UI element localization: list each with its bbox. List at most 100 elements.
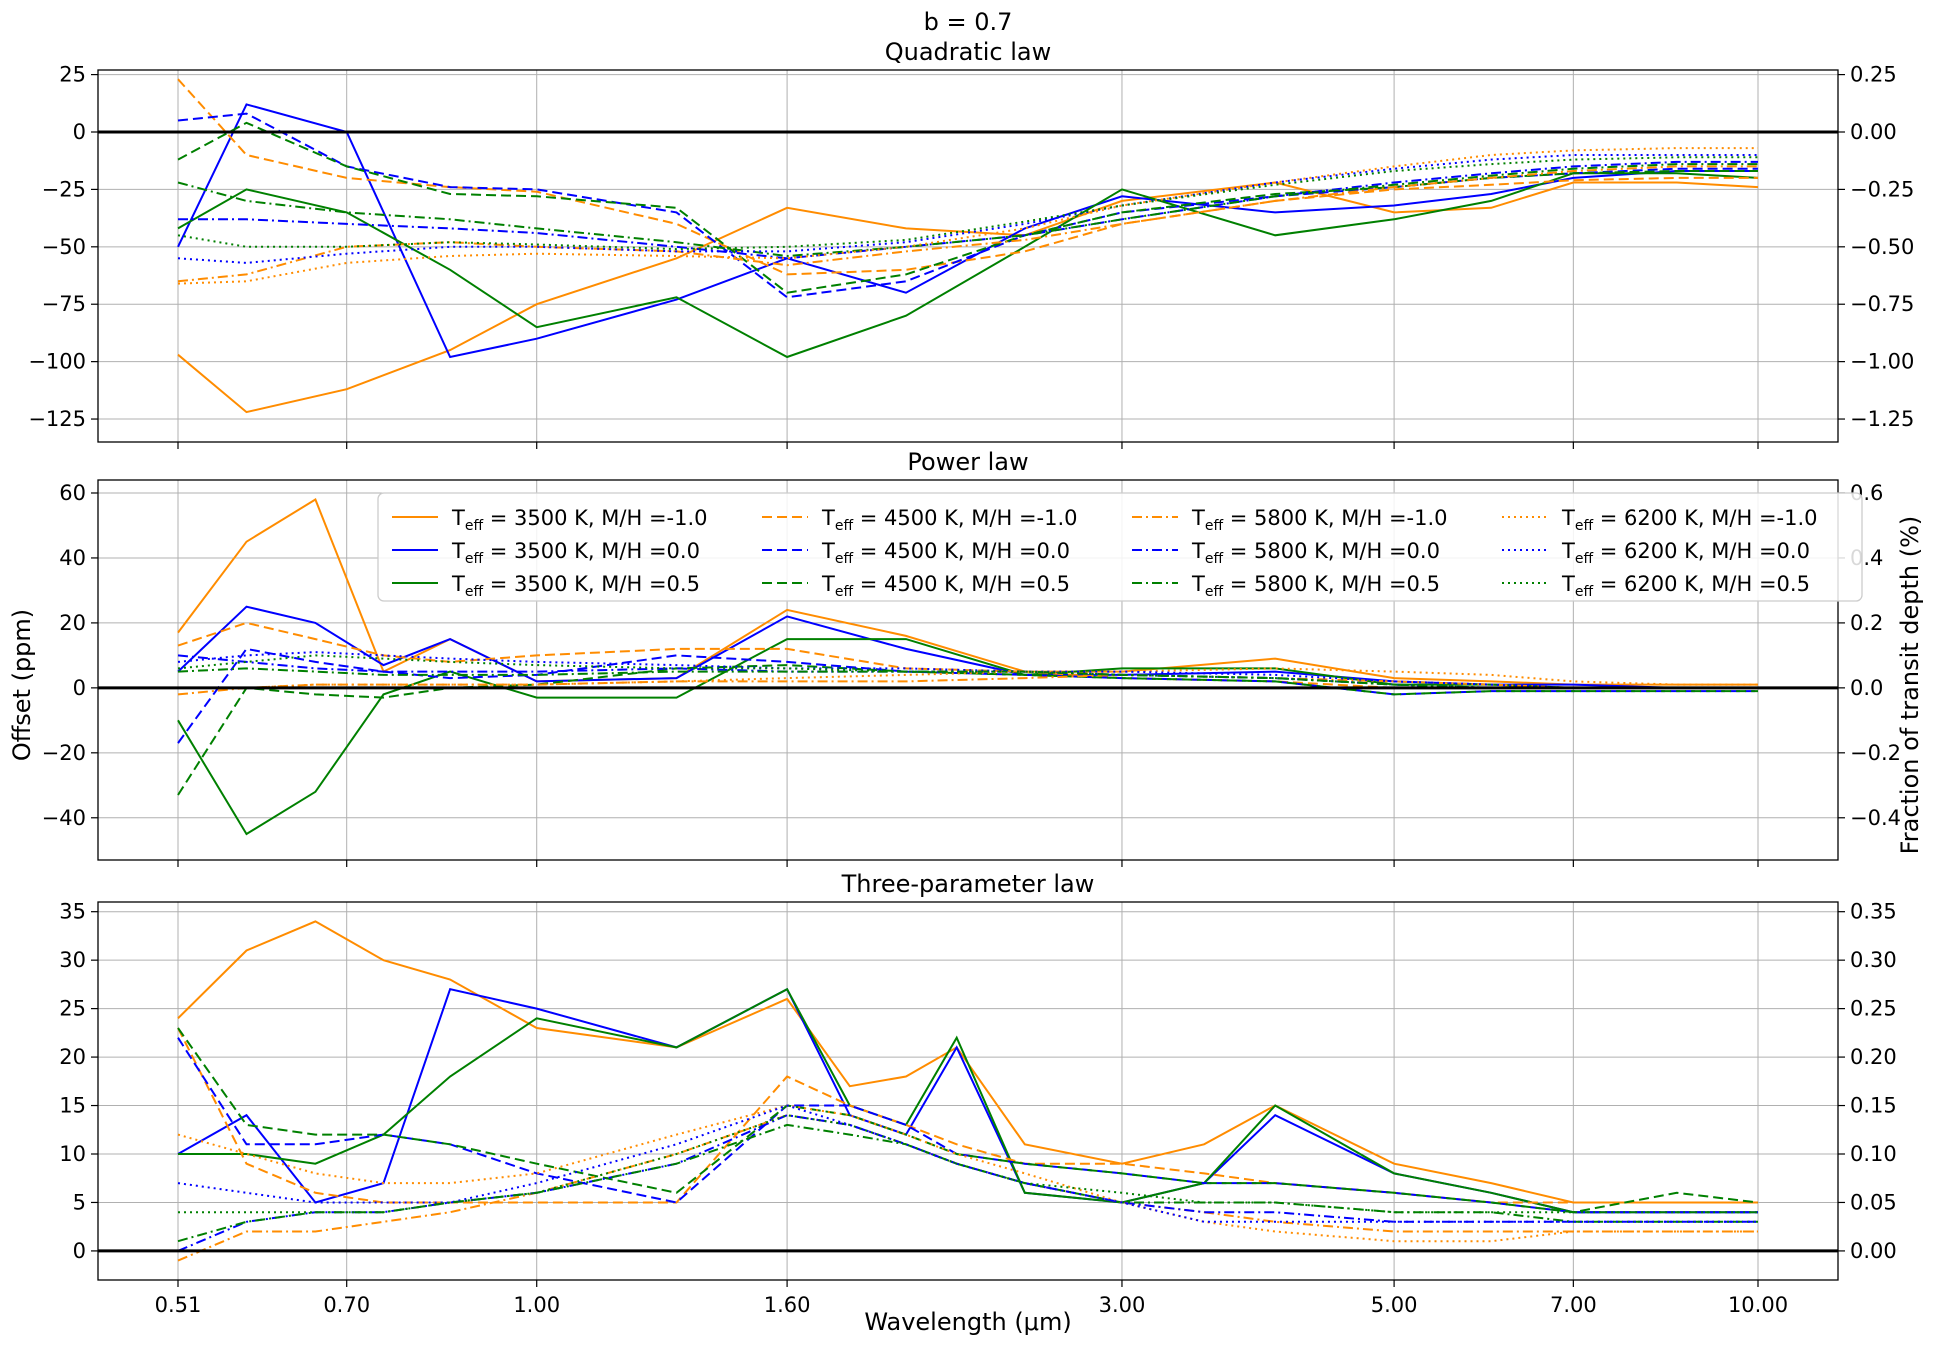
panel-3: Three-parameter law 0.51 0.70 1.00 1.60 3.00 5… — [59, 870, 1897, 1317]
y-tick-label: 40 — [59, 546, 86, 570]
series-line-4500-0.5 — [177, 1027, 1759, 1214]
panel-title: Three-parameter law — [841, 870, 1095, 898]
x-tick-label: 7.00 — [1550, 1293, 1597, 1317]
x-tick-label: 1.60 — [764, 1293, 811, 1317]
series-line-5800-0.0 — [177, 1114, 1758, 1252]
y-tick-label-right: 0.35 — [1850, 900, 1897, 924]
y-tick-label-right: −0.50 — [1850, 235, 1914, 259]
x-tick-label: 3.00 — [1099, 1293, 1146, 1317]
y-tick-label-right: −0.75 — [1850, 292, 1914, 316]
series-line-5800-0.5 — [177, 163, 1758, 258]
series-line-6200--1.0 — [177, 1104, 1758, 1243]
y-tick-label: 25 — [59, 997, 86, 1021]
y-tick-label-right: 0.20 — [1850, 1045, 1897, 1069]
legend-label: Teff = 4500 K, M/H =-1.0 — [821, 506, 1078, 534]
series-line-3500--1.0 — [177, 181, 1759, 414]
y-tick-label-right: −0.4 — [1850, 806, 1901, 830]
legend-label: Teff = 3500 K, M/H =-1.0 — [451, 506, 708, 534]
legend-label: Teff = 4500 K, M/H =0.5 — [821, 572, 1070, 600]
legend-label: Teff = 4500 K, M/H =0.0 — [821, 539, 1070, 567]
panel-1: Quadratic law 25 0.25 0 0.00 −25 −0.25 −50 −0.50… — [28, 38, 1914, 449]
series-line-3500-0.5 — [178, 987, 1758, 1214]
legend-frame — [377, 492, 1863, 602]
y-tick-label: 0 — [73, 1239, 86, 1263]
y-tick-label: −25 — [42, 177, 86, 201]
series-line-5800--1.0 — [177, 1114, 1758, 1262]
y-tick-label: 60 — [59, 481, 86, 505]
y-tick-label: 25 — [59, 63, 86, 87]
y-tick-label: 15 — [59, 1094, 86, 1118]
series-line-5800-0.0 — [178, 160, 1758, 260]
y-tick-label: −40 — [42, 806, 86, 830]
series-line-5800--1.0 — [177, 165, 1758, 283]
x-tick-label: 10.00 — [1728, 1293, 1788, 1317]
y-tick-label: −75 — [42, 292, 86, 316]
y-tick-label-right: 0.15 — [1850, 1094, 1897, 1118]
y-tick-label: 35 — [59, 900, 86, 924]
x-axis-label: Wavelength (μm) — [864, 1308, 1071, 1336]
y-tick-label-right: 0.05 — [1850, 1190, 1897, 1214]
y-tick-label: 0 — [73, 120, 86, 144]
axes-frame — [97, 479, 1839, 861]
series-line-4500--1.0 — [177, 78, 1758, 276]
y-tick-label: 5 — [73, 1190, 86, 1214]
series-line-3500--1.0 — [177, 498, 1758, 686]
axes-frame — [97, 69, 1839, 443]
legend-label: Teff = 3500 K, M/H =0.0 — [451, 539, 700, 567]
y-tick-label-right: −0.2 — [1850, 741, 1901, 765]
series-line-3500--1.0 — [177, 920, 1758, 1204]
x-tick-label: 1.00 — [513, 1293, 560, 1317]
legend-label: Teff = 5800 K, M/H =0.5 — [1191, 572, 1440, 600]
x-tick-label: 0.51 — [155, 1293, 202, 1317]
y-axis-label-left: Offset (ppm) — [8, 609, 36, 761]
legend-label: Teff = 5800 K, M/H =0.0 — [1191, 539, 1440, 567]
series-line-3500-0.5 — [177, 638, 1758, 836]
y-tick-label: −100 — [28, 350, 86, 374]
y-tick-label-right: 0.30 — [1850, 948, 1897, 972]
legend-label: Teff = 6200 K, M/H =-1.0 — [1561, 506, 1818, 534]
y-tick-label-right: −1.25 — [1850, 407, 1914, 431]
y-tick-label: −50 — [42, 235, 86, 259]
y-tick-label: −20 — [42, 741, 86, 765]
series-line-6200-0.0 — [177, 1104, 1758, 1223]
series-line-6200-0.5 — [177, 156, 1758, 251]
series-line-4500-0.5 — [177, 121, 1758, 294]
y-tick-label: 20 — [59, 611, 86, 635]
y-tick-label: 30 — [59, 948, 86, 972]
y-tick-label: 0 — [73, 676, 86, 700]
series-line-4500-0.0 — [177, 112, 1758, 299]
y-tick-label: −125 — [28, 407, 86, 431]
legend: Teff = 3500 K, M/H =-1.0 Teff = 3500 K, M… — [377, 492, 1863, 602]
series-line-6200--1.0 — [177, 147, 1758, 285]
y-tick-label-right: 0.0 — [1850, 676, 1883, 700]
legend-label: Teff = 3500 K, M/H =0.5 — [451, 572, 700, 600]
series-line-6200-0.5 — [178, 1114, 1758, 1214]
series-line-3500-0.0 — [177, 987, 1758, 1214]
y-tick-label-right: −1.00 — [1850, 350, 1914, 374]
series-line-4500-0.0 — [177, 1037, 1758, 1214]
series-line-4500--1.0 — [177, 1027, 1758, 1204]
y-tick-label-right: 0.25 — [1850, 63, 1897, 87]
suptitle: b = 0.7 — [924, 8, 1013, 36]
x-tick-label: 0.70 — [323, 1293, 370, 1317]
panel-title: Quadratic law — [885, 38, 1052, 66]
y-tick-label: 20 — [59, 1045, 86, 1069]
legend-label: Teff = 5800 K, M/H =-1.0 — [1191, 506, 1448, 534]
legend-label: Teff = 6200 K, M/H =0.0 — [1561, 539, 1810, 567]
y-tick-label-right: 0.00 — [1850, 1239, 1897, 1263]
legend-label: Teff = 6200 K, M/H =0.5 — [1561, 572, 1810, 600]
y-axis-label-right: Fraction of transit depth (%) — [1896, 516, 1924, 855]
series-line-3500-0.5 — [177, 172, 1759, 359]
series-line-3500-0.0 — [177, 605, 1758, 689]
axes-frame — [97, 901, 1839, 1281]
y-tick-label-right: 0.25 — [1850, 997, 1897, 1021]
series-line-5800--1.0 — [177, 673, 1758, 696]
y-tick-label-right: 0.10 — [1850, 1142, 1897, 1166]
x-tick-label: 5.00 — [1371, 1293, 1418, 1317]
series-line-5800-0.5 — [177, 1123, 1758, 1243]
y-tick-label-right: 0.2 — [1850, 611, 1883, 635]
y-tick-label: 10 — [59, 1142, 86, 1166]
